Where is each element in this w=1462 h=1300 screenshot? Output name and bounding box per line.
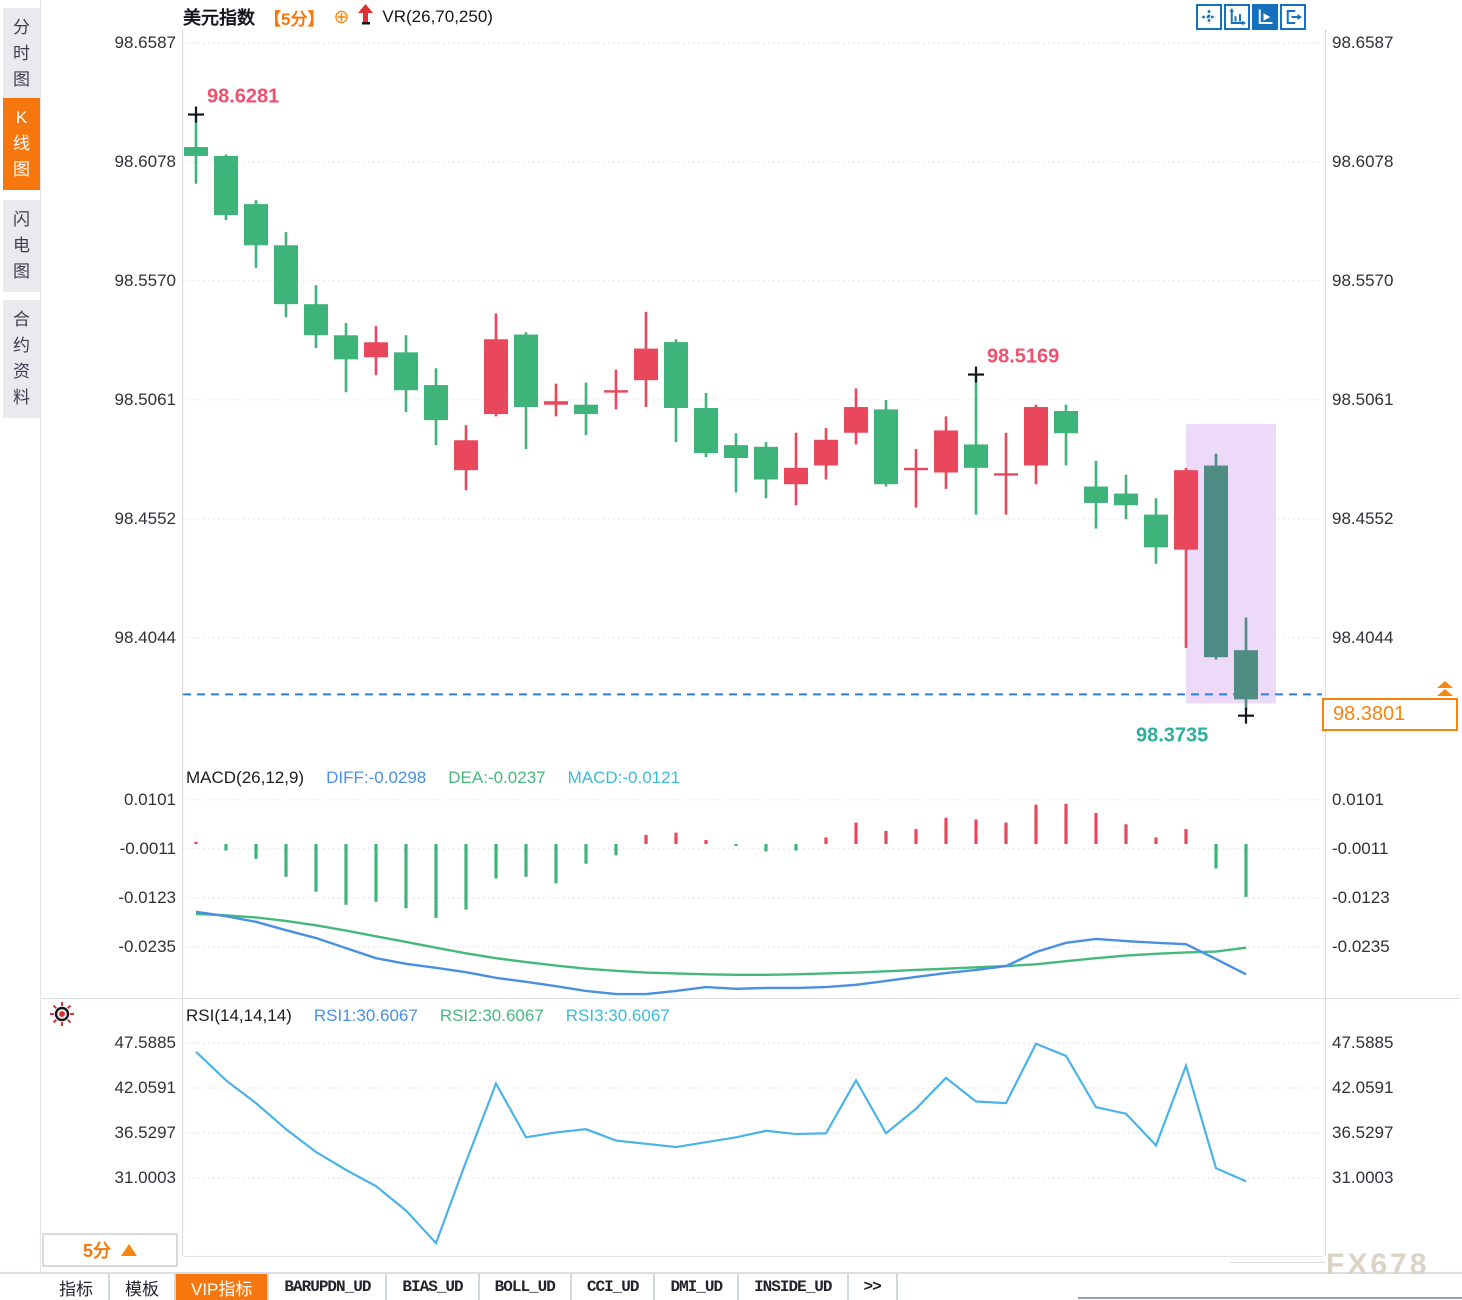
left-axis-tick: 0.0101 xyxy=(124,789,176,809)
pan-crosshair-icon xyxy=(1202,10,1216,24)
left-axis-tick: -0.0011 xyxy=(119,838,176,858)
right-axis-tick: 31.0003 xyxy=(1332,1167,1394,1187)
axis-play-icon xyxy=(1258,9,1273,24)
footer-tab-10[interactable]: >> xyxy=(849,1274,898,1300)
chart-header: 美元指数 【5分】 ⊕ VR(26,70,250) xyxy=(183,3,493,31)
axis-play-button[interactable] xyxy=(1252,4,1278,30)
right-axis-tick: 98.5570 xyxy=(1332,270,1394,290)
macd-legend: MACD(26,12,9) DIFF:-0.0298 DEA:-0.0237 M… xyxy=(186,768,680,788)
exit-chart-button[interactable] xyxy=(1280,4,1306,30)
signal-up-arrow-icon xyxy=(358,3,374,31)
axis-scale-icon xyxy=(1229,8,1246,26)
macd-diff-value: DIFF:-0.0298 xyxy=(326,768,427,787)
sidebar-tab-3[interactable]: 闪电图 xyxy=(3,200,40,292)
watermark: FX678 xyxy=(1326,1248,1430,1281)
sidebar-tab-2[interactable]: K线图 xyxy=(3,98,40,190)
vip-indicator-sun-icon[interactable] xyxy=(48,1000,76,1033)
right-axis-tick: 42.0591 xyxy=(1332,1077,1394,1097)
footer-tab-2[interactable]: 模板 xyxy=(110,1274,176,1300)
axis-scale-button[interactable] xyxy=(1224,4,1250,30)
right-axis-tick: 0.0101 xyxy=(1332,789,1384,809)
footer-tab-7[interactable]: CCI_UD xyxy=(572,1274,656,1300)
footer-right-divider xyxy=(1230,1262,1325,1263)
left-axis-tick: -0.0235 xyxy=(118,936,176,956)
footer-tab-4[interactable]: BARUPDN_UD xyxy=(269,1274,388,1300)
rsi3-value: RSI3:30.6067 xyxy=(565,1006,670,1025)
sidebar-tab-1[interactable]: 分时图 xyxy=(3,8,40,100)
svg-text:98.5169: 98.5169 xyxy=(987,346,1059,368)
right-axis-tick: 98.4552 xyxy=(1332,508,1394,528)
left-axis-tick: 98.4044 xyxy=(114,627,176,647)
dropdown-up-triangle-icon xyxy=(121,1244,137,1256)
footer-tab-5[interactable]: BIAS_UD xyxy=(387,1274,480,1300)
macd-title: MACD(26,12,9) xyxy=(186,768,305,787)
rsi2-value: RSI2:30.6067 xyxy=(439,1006,544,1025)
right-axis-tick: 98.4044 xyxy=(1332,627,1394,647)
sidebar-divider xyxy=(40,0,41,1300)
footer-tab-3[interactable]: VIP指标 xyxy=(176,1274,270,1300)
right-axis-tick: 98.5061 xyxy=(1332,389,1394,409)
svg-text:98.3735: 98.3735 xyxy=(1136,725,1208,747)
vr-indicator-label: VR(26,70,250) xyxy=(382,7,493,26)
sidebar-tab-4[interactable]: 合约资料 xyxy=(3,300,40,418)
candlestick-panel[interactable]: 98.6281 98.5169 98.3735 xyxy=(183,30,1322,763)
interval-badge[interactable]: 【5分】 xyxy=(264,9,325,29)
footer-tab-9[interactable]: INSIDE_UD xyxy=(739,1274,849,1300)
right-axis-tick: -0.0235 xyxy=(1332,936,1390,956)
left-axis-tick: 98.5061 xyxy=(114,389,176,409)
left-axis-tick: 31.0003 xyxy=(114,1167,176,1187)
add-indicator-icon[interactable]: ⊕ xyxy=(333,6,350,28)
right-axis-tick: -0.0123 xyxy=(1332,887,1390,907)
pan-crosshair-button[interactable] xyxy=(1196,4,1222,30)
left-axis-tick: 98.6587 xyxy=(114,33,176,52)
footer-tab-1[interactable]: 指标 xyxy=(44,1274,110,1300)
left-axis-tick: 98.4552 xyxy=(114,508,176,528)
left-axis-tick: 98.5570 xyxy=(114,270,176,290)
rsi-title: RSI(14,14,14) xyxy=(186,1006,292,1025)
right-axis-tick: 98.6078 xyxy=(1332,152,1394,171)
footer-tab-8[interactable]: DMI_UD xyxy=(655,1274,740,1300)
macd-panel[interactable] xyxy=(183,768,1322,998)
price-tag-arrows-icon xyxy=(1434,681,1456,703)
plot-left-border xyxy=(182,30,183,1256)
macd-bottom-divider xyxy=(42,998,1460,999)
rsi-panel[interactable] xyxy=(183,1030,1322,1256)
macd-macd-value: MACD:-0.0121 xyxy=(567,768,681,787)
right-axis-tick: 47.5885 xyxy=(1332,1033,1394,1052)
svg-text:98.6281: 98.6281 xyxy=(207,86,279,108)
current-price-tag: 98.3801 xyxy=(1322,698,1458,731)
footer-tab-6[interactable]: BOLL_UD xyxy=(480,1274,572,1300)
left-axis-tick: 36.5297 xyxy=(114,1122,176,1142)
rsi-legend: RSI(14,14,14) RSI1:30.6067 RSI2:30.6067 … xyxy=(186,1006,670,1026)
exit-chart-icon xyxy=(1286,10,1302,24)
indicator-tabbar: 指标 模板 VIP指标 BARUPDN_UD BIAS_UD BOLL_UD CCI_UD D… xyxy=(0,1272,1462,1300)
rsi1-value: RSI1:30.6067 xyxy=(313,1006,418,1025)
interval-dropdown-button[interactable]: 5分 xyxy=(42,1233,178,1267)
macd-dea-value: DEA:-0.0237 xyxy=(448,768,546,787)
right-axis-tick: 36.5297 xyxy=(1332,1122,1394,1142)
tabbar-end-border xyxy=(1078,1297,1462,1299)
right-axis-tick: -0.0011 xyxy=(1332,838,1389,858)
left-axis-tick: 42.0591 xyxy=(114,1077,176,1097)
left-axis-tick: -0.0123 xyxy=(118,887,176,907)
rsi-bottom-divider xyxy=(183,1256,1322,1257)
right-axis-tick: 98.6587 xyxy=(1332,33,1394,52)
interval-dropdown-label: 5分 xyxy=(82,1241,111,1261)
chart-toolbar xyxy=(1196,4,1306,30)
left-axis-tick: 47.5885 xyxy=(114,1033,176,1052)
right-axis-tick-border xyxy=(1325,30,1326,1256)
left-axis-tick: 98.6078 xyxy=(114,152,176,171)
symbol-title: 美元指数 xyxy=(183,8,255,28)
